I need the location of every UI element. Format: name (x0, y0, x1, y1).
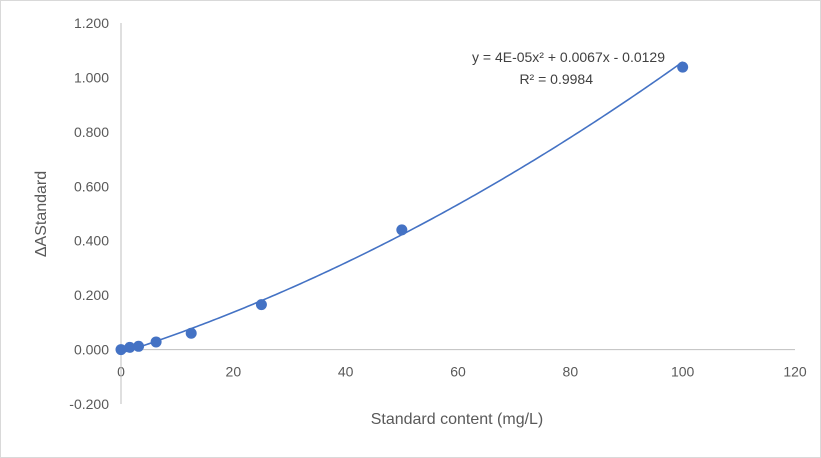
y-tick-label: 0.200 (74, 287, 109, 303)
y-tick-label: 1.000 (74, 69, 109, 85)
trendline-equation: y = 4E-05x² + 0.0067x - 0.0129 (472, 49, 665, 65)
y-tick-label: 0.000 (74, 342, 109, 358)
y-tick-label: 1.200 (74, 15, 109, 31)
data-point (124, 341, 136, 353)
data-point (150, 336, 162, 348)
x-axis: 020406080100120 (117, 349, 807, 380)
y-tick-label: 0.400 (74, 233, 109, 249)
y-axis: -0.200 0.000 0.200 0.400 0.600 0.800 1.000 1.20… (69, 15, 122, 412)
x-tick-label: 60 (450, 364, 466, 380)
trendline (120, 61, 684, 354)
data-point (133, 340, 145, 352)
x-tick-label: 120 (783, 364, 807, 380)
data-point (255, 299, 267, 311)
x-axis-title: Standard content (mg/L) (371, 411, 544, 428)
y-tick-label: 0.600 (74, 178, 109, 194)
x-tick-label: 80 (563, 364, 579, 380)
y-tick-label: -0.200 (69, 396, 109, 412)
y-tick-label: 0.800 (74, 124, 109, 140)
data-point (396, 224, 408, 236)
y-axis-title: ΔAStandard (33, 171, 50, 257)
x-tick-label: 100 (671, 364, 695, 380)
data-points (115, 61, 689, 356)
x-tick-label: 20 (226, 364, 242, 380)
data-point (115, 344, 127, 356)
x-tick-label: 40 (338, 364, 354, 380)
data-point (185, 327, 197, 339)
trendline-r2: R² = 0.9984 (519, 71, 593, 87)
data-point (677, 61, 689, 73)
